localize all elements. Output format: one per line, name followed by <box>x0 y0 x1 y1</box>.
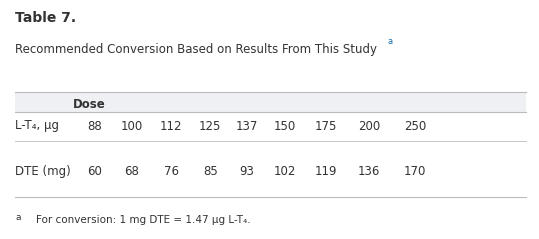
Text: 100: 100 <box>121 120 143 132</box>
Text: 102: 102 <box>273 165 296 178</box>
Text: 250: 250 <box>404 120 426 132</box>
Text: L-T₄, μg: L-T₄, μg <box>15 120 59 132</box>
Text: 137: 137 <box>236 120 258 132</box>
Text: 112: 112 <box>160 120 183 132</box>
Text: 88: 88 <box>87 120 102 132</box>
Text: Recommended Conversion Based on Results From This Study: Recommended Conversion Based on Results … <box>15 43 377 56</box>
Text: 200: 200 <box>358 120 381 132</box>
Text: 68: 68 <box>125 165 140 178</box>
Text: a: a <box>387 37 392 46</box>
Text: For conversion: 1 mg DTE = 1.47 μg L-T₄.: For conversion: 1 mg DTE = 1.47 μg L-T₄. <box>36 215 250 225</box>
Text: 170: 170 <box>404 165 426 178</box>
Text: Dose: Dose <box>73 98 106 111</box>
Text: 125: 125 <box>199 120 222 132</box>
Text: 85: 85 <box>203 165 218 178</box>
Text: 119: 119 <box>315 165 337 178</box>
Text: 60: 60 <box>87 165 102 178</box>
Text: 175: 175 <box>315 120 337 132</box>
Text: 76: 76 <box>164 165 179 178</box>
Text: 150: 150 <box>273 120 296 132</box>
Text: 93: 93 <box>239 165 254 178</box>
Text: Table 7.: Table 7. <box>15 11 76 25</box>
Text: 136: 136 <box>358 165 381 178</box>
Text: DTE (mg): DTE (mg) <box>15 165 71 178</box>
Text: a: a <box>15 213 20 222</box>
